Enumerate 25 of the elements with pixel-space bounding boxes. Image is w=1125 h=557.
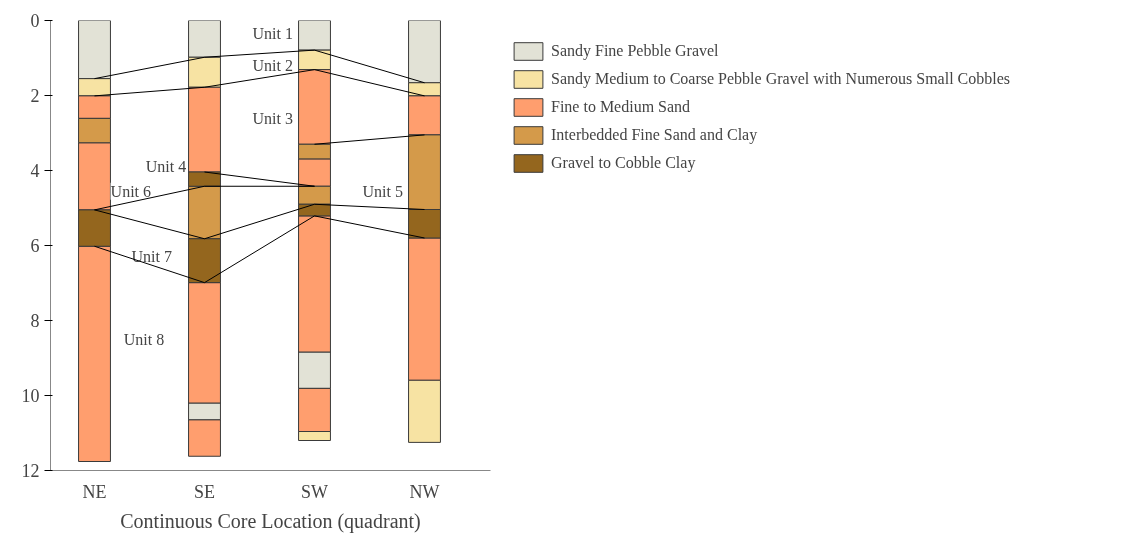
annotation: Unit 8 [123,330,165,348]
y-tick-label: 0 [30,11,40,31]
x-axis-title: Continuous Core Location (quadrant) [120,509,421,533]
annotation: Unit 4 [145,158,187,176]
y-tick-label: 8 [30,311,40,331]
y-tick-label: 2 [30,86,40,106]
legend-label: Sandy Fine Pebble Gravel [551,42,719,60]
legend-label: Interbedded Fine Sand and Clay [551,126,758,144]
y-tick-label: 12 [21,461,40,481]
x-tick-label: SE [194,481,216,502]
annotation: Unit 7 [131,248,172,266]
annotation: Unit 1 [252,25,293,43]
x-tick-label: SW [301,481,329,502]
y-tick-label: 4 [30,161,40,181]
legend-label: Gravel to Cobble Clay [551,154,696,172]
annotation: Unit 2 [252,57,293,74]
x-tick-label: NE [82,481,107,502]
legend-label: Fine to Medium Sand [551,98,691,116]
x-tick-label: NW [409,481,440,502]
annotation: Unit 3 [252,109,293,127]
legend-label: Sandy Medium to Coarse Pebble Gravel with Numerous Small Cobbles [551,70,1011,88]
y-tick-label: 6 [30,236,40,256]
y-tick-label: 10 [21,386,40,406]
annotation: Unit 6 [110,182,152,200]
annotation: Unit 5 [362,182,403,200]
